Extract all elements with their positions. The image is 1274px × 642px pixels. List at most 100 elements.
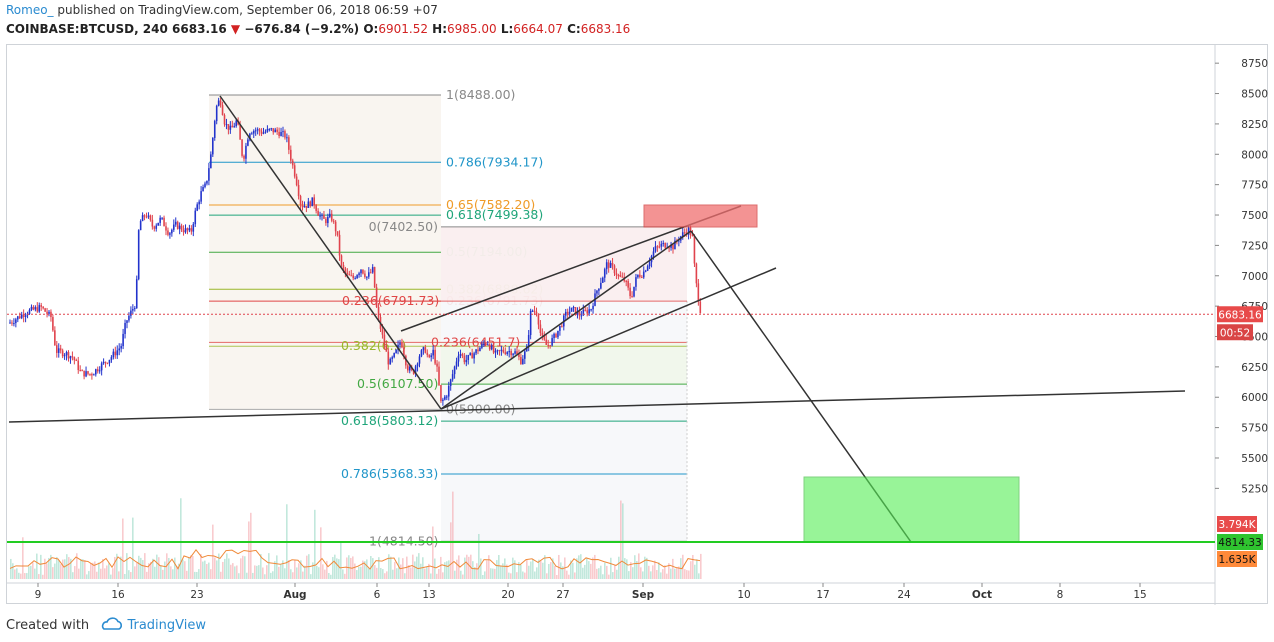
candle-body <box>303 206 306 208</box>
candle-body <box>648 262 651 267</box>
candle-body <box>184 228 187 233</box>
candle-body <box>332 220 335 222</box>
volume-bar <box>108 563 110 579</box>
candle-body <box>235 120 237 127</box>
candle-body <box>559 325 561 331</box>
volume-bar <box>482 574 484 579</box>
volume-bar <box>176 566 178 579</box>
candle-body <box>284 131 286 138</box>
volume-bar <box>486 560 488 579</box>
price-tick-label: 8750.00 <box>1241 58 1269 70</box>
candle-body <box>71 356 74 358</box>
time-tick-label: 13 <box>422 589 435 601</box>
volume-bar <box>82 559 84 579</box>
volume-bar <box>462 574 464 579</box>
candle-body <box>239 124 241 140</box>
fib2-level-label: 0.382(6...) <box>341 338 406 353</box>
candle-body <box>504 352 507 354</box>
candle-body <box>465 359 468 363</box>
tradingview-link[interactable]: TradingView <box>127 618 206 633</box>
candle-body <box>463 355 466 363</box>
volume-bar <box>676 566 678 579</box>
candle-body <box>658 246 661 248</box>
candle-body <box>81 370 83 372</box>
price-change: −676.84 (−9.2%) <box>244 22 360 36</box>
candle-body <box>95 369 97 375</box>
chart-area[interactable]: 1(8488.00) 0.786(7934.17) 0.65(7582.20) 0.6… <box>6 44 1269 605</box>
volume-bar <box>346 557 348 579</box>
candle-body <box>274 129 276 133</box>
volume-bar <box>246 572 248 579</box>
candle-body <box>266 129 269 132</box>
candle-body <box>317 210 319 216</box>
candle-body <box>592 305 594 310</box>
candle-body <box>637 274 639 278</box>
candle-body <box>387 351 390 365</box>
volume-bar <box>124 574 126 579</box>
volume-bar <box>136 562 138 579</box>
volume-bar <box>406 556 408 579</box>
candle-body <box>223 115 226 125</box>
price-tick-label: 8250.00 <box>1241 119 1269 131</box>
volume-bar <box>294 560 296 579</box>
candle-body <box>412 369 415 374</box>
volume-bar <box>510 573 512 579</box>
candle-body <box>508 351 510 353</box>
candle-body <box>28 309 31 314</box>
candle-body <box>446 396 448 398</box>
volume-bar <box>232 563 234 579</box>
candle-body <box>455 361 458 367</box>
volume-bar <box>376 567 378 579</box>
candle-body <box>163 217 165 227</box>
candle-body <box>627 281 629 288</box>
volume-bar <box>396 568 398 579</box>
volume-bar <box>288 560 290 579</box>
candle-body <box>311 197 314 207</box>
volume-bar <box>278 566 280 579</box>
candle-body <box>233 126 236 128</box>
open-value: 6901.52 <box>378 22 428 36</box>
volume-bar <box>70 558 72 579</box>
volume-bar <box>618 556 620 579</box>
volume-bar <box>64 559 66 579</box>
candle-body <box>221 105 224 116</box>
candle-body <box>325 218 327 224</box>
author-link[interactable]: Romeo_ <box>6 3 54 17</box>
volume-bar <box>38 574 40 579</box>
footer: Created with TradingView <box>6 617 206 633</box>
volume-bar <box>236 565 238 579</box>
volume-bar <box>632 567 634 579</box>
candle-body <box>510 351 512 356</box>
close-label: C: <box>567 22 581 36</box>
candle-body <box>204 183 206 188</box>
candle-body <box>580 315 583 317</box>
candle-body <box>635 277 637 287</box>
time-tick-label: 20 <box>501 589 514 601</box>
volume-bar <box>530 561 532 579</box>
volume-bar <box>504 558 506 579</box>
candle-body <box>227 124 230 130</box>
volume-bar <box>464 557 466 579</box>
candle-body <box>299 196 302 205</box>
candle-body <box>524 351 526 359</box>
candle-body <box>301 204 304 208</box>
volume-bar <box>492 568 494 579</box>
volume-bar <box>60 564 62 579</box>
candle-body <box>40 305 42 307</box>
candle-body <box>459 354 462 356</box>
symbol-info: COINBASE:BTCUSD, 240 6683.16 ▼ −676.84 (… <box>6 22 630 36</box>
candle-body <box>674 240 676 250</box>
volume-bar <box>204 560 206 579</box>
volume-bar <box>580 554 582 579</box>
candle-body <box>488 344 491 350</box>
candle-body <box>130 310 132 316</box>
volume-bar <box>534 571 536 579</box>
candle-body <box>664 243 666 248</box>
time-tick-label: 24 <box>897 589 911 601</box>
fib2-level-label: 0.236(6791.73) <box>342 293 439 308</box>
volume-bar <box>148 563 150 579</box>
volume-bar <box>654 560 656 579</box>
candle-body <box>128 315 130 321</box>
candle-body <box>126 320 128 323</box>
price-chart[interactable]: 1(8488.00)0.786(7934.17)0.65(7582.20)0.6… <box>7 45 1269 605</box>
